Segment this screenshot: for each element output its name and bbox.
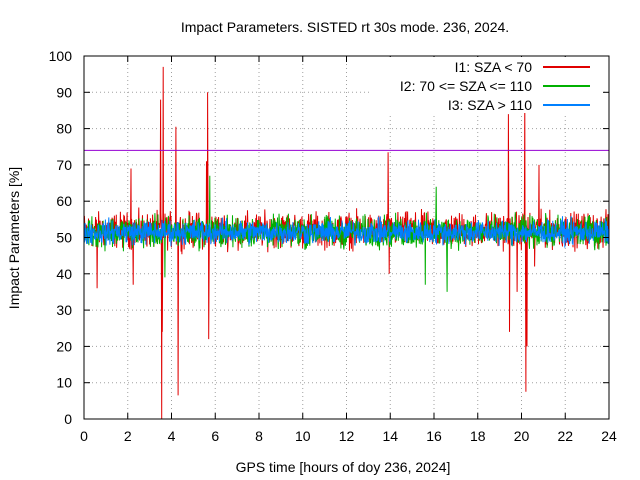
series-line-1 [83,66,610,420]
y-tick-label: 20 [56,338,72,354]
series-line-3 [83,216,610,248]
series-line-2 [83,175,610,292]
series-layer [83,66,610,420]
legend-label-3: I3: SZA > 110 [448,97,532,113]
legend-label-1: I1: SZA < 70 [455,59,533,75]
y-tick-label: 40 [56,266,72,282]
grid-lines [84,56,609,419]
legend-bg [372,95,602,113]
x-tick-label: 20 [514,428,530,444]
y-tick-label: 10 [56,375,72,391]
y-tick-label: 50 [56,230,72,246]
x-tick-label: 18 [470,428,486,444]
y-tick-label: 100 [49,48,73,64]
x-tick-label: 6 [211,428,219,444]
x-tick-label: 8 [255,428,263,444]
y-axis-label: Impact Parameters [%] [6,167,22,309]
legend-bg [372,76,602,94]
x-tick-label: 12 [339,428,355,444]
x-tick-label: 24 [601,428,617,444]
x-tick-label: 10 [295,428,311,444]
y-tick-label: 0 [64,411,72,427]
y-tick-label: 90 [56,84,72,100]
y-tick-label: 70 [56,157,72,173]
x-tick-label: 16 [426,428,442,444]
y-tick-label: 30 [56,302,72,318]
y-tick-label: 60 [56,193,72,209]
x-tick-label: 22 [557,428,573,444]
x-tick-label: 2 [124,428,132,444]
chart-title: Impact Parameters. SISTED rt 30s mode. 2… [181,19,509,35]
legend-bg [372,57,602,75]
x-axis-label: GPS time [hours of doy 236, 2024] [236,459,451,475]
axis-ticks: 0 2 4 6 8 10 12 14 16 18 20 22 240102030405060708090… [49,48,617,444]
x-tick-label: 4 [168,428,176,444]
y-tick-label: 80 [56,121,72,137]
x-tick-label: 0 [80,428,88,444]
legend-label-2: I2: 70 <= SZA <= 110 [400,78,532,94]
legend: I1: SZA < 70 I2: 70 <= SZA <= 110 I3: SZA … [372,57,602,113]
x-tick-label: 14 [382,428,398,444]
